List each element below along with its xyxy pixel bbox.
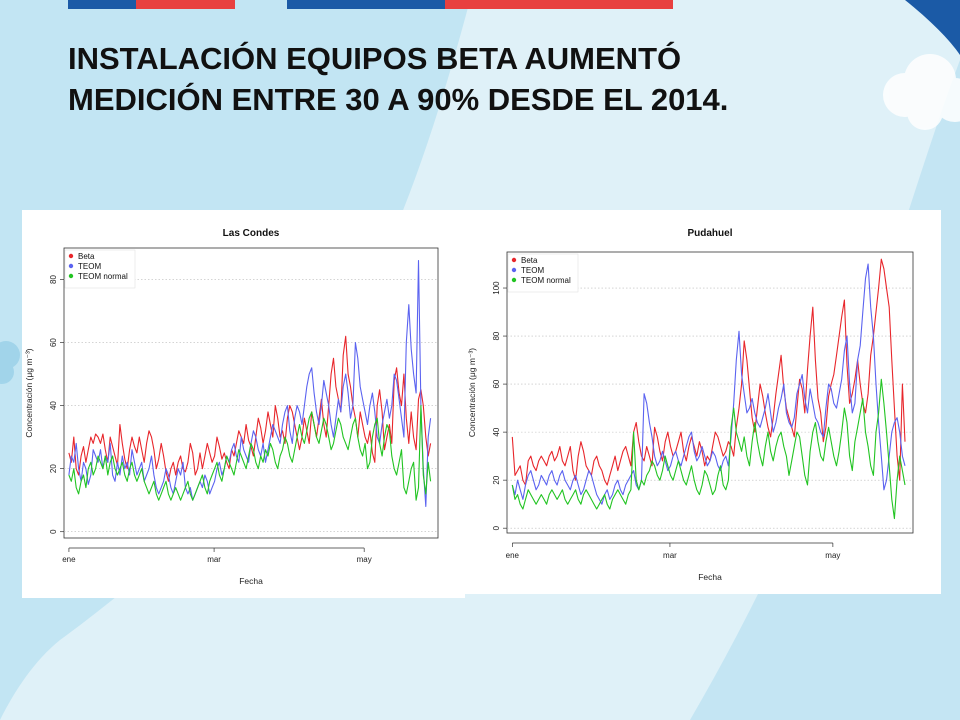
x-tick-label: may: [357, 555, 372, 564]
y-axis-label: Concentración (μg m⁻³): [24, 348, 34, 437]
x-tick-label: mar: [207, 555, 221, 564]
series-line-beta: [68, 335, 432, 482]
series-line-teom: [68, 260, 432, 508]
x-tick-label: may: [825, 551, 840, 560]
x-axis-label: Fecha: [239, 576, 263, 586]
legend-box: [507, 253, 579, 293]
chart-pudahuel: 0 20 40 60 80 100 ene mar may Pudahuel Fecha Concen…: [467, 228, 914, 582]
plot-frame: [506, 251, 914, 534]
legend-marker: [68, 253, 74, 259]
legend-label: Beta: [78, 252, 95, 261]
legend-marker: [511, 267, 517, 273]
y-tick-label: 60: [492, 379, 501, 388]
y-tick-label: 80: [49, 275, 58, 284]
top-bar-red-2: [445, 0, 673, 9]
x-tick-label: ene: [506, 551, 520, 560]
top-bar-red-1: [136, 0, 235, 9]
y-tick-label: 20: [49, 464, 58, 473]
legend-label: TEOM normal: [521, 276, 571, 285]
legend-marker: [511, 257, 517, 263]
series-line-beta: [511, 258, 906, 486]
series-line-teom-normal: [68, 405, 432, 501]
chart-las-condes: 0 20 40 60 80 ene mar may Las Condes Fecha Concent…: [24, 228, 439, 586]
y-tick-label: 20: [492, 475, 501, 484]
slide-title-line-2: MEDICIÓN ENTRE 30 A 90% DESDE EL 2014.: [68, 82, 729, 117]
chart-title: Las Condes: [223, 228, 280, 239]
slide-title-line-1: INSTALACIÓN EQUIPOS BETA AUMENTÓ: [68, 41, 682, 76]
y-tick-label: 80: [492, 331, 501, 340]
legend-label: TEOM: [78, 262, 101, 271]
x-tick-label: ene: [62, 555, 76, 564]
y-tick-label: 100: [492, 281, 501, 295]
top-bar-blue-1: [68, 0, 136, 9]
series-line-teom: [511, 263, 906, 505]
legend-label: TEOM normal: [78, 272, 128, 281]
slide-title: INSTALACIÓN EQUIPOS BETA AUMENTÓ MEDICIÓ…: [68, 38, 928, 120]
legend-marker: [68, 273, 74, 279]
chart-title: Pudahuel: [687, 228, 732, 239]
chart-panel-pudahuel: 0 20 40 60 80 100 ene mar may Pudahuel Fecha Concen…: [465, 210, 941, 594]
y-tick-label: 40: [49, 401, 58, 410]
y-tick-label: 0: [492, 525, 501, 530]
y-tick-label: 60: [49, 338, 58, 347]
legend-label: Beta: [521, 256, 538, 265]
plot-frame: [63, 247, 439, 539]
x-axis-label: Fecha: [698, 572, 722, 582]
y-tick-label: 40: [492, 427, 501, 436]
y-axis-label: Concentración (μg m⁻³): [467, 348, 477, 437]
legend-marker: [511, 277, 517, 283]
series-line-teom-normal: [511, 378, 906, 520]
legend-marker: [68, 263, 74, 269]
chart-panel-las-condes: 0 20 40 60 80 ene mar may Las Condes Fecha Concent…: [22, 210, 465, 598]
legend-box: [64, 249, 136, 289]
top-bar-blue-2: [287, 0, 445, 9]
x-tick-label: mar: [663, 551, 677, 560]
legend-label: TEOM: [521, 266, 544, 275]
y-tick-label: 0: [49, 529, 58, 534]
